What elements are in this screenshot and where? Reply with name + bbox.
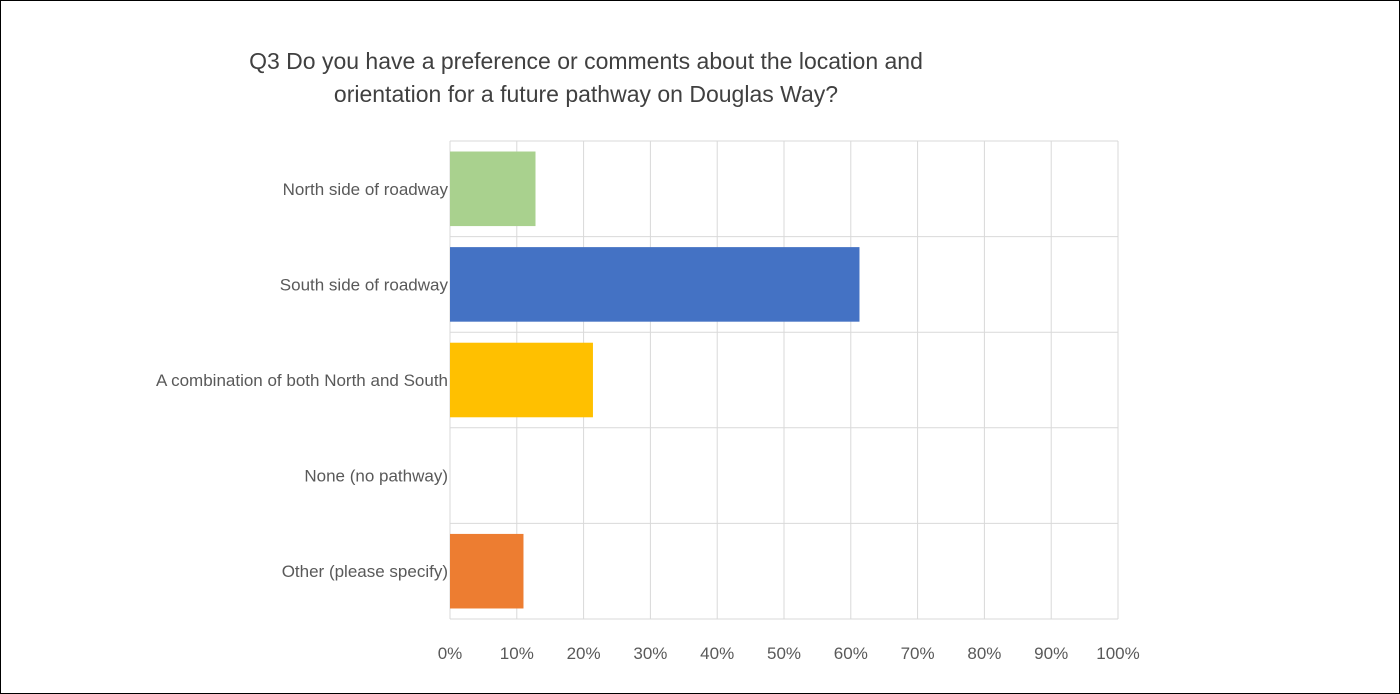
x-tick-label: 60% xyxy=(834,644,868,663)
x-tick-label: 20% xyxy=(567,644,601,663)
bar xyxy=(450,151,536,227)
category-labels: North side of roadway South side of roadw… xyxy=(156,180,449,581)
category-label: South side of roadway xyxy=(280,275,449,294)
bars xyxy=(450,151,860,609)
category-label: None (no pathway) xyxy=(304,467,448,486)
chart-title-line-2: orientation for a future pathway on Doug… xyxy=(333,81,839,107)
x-tick-label: 0% xyxy=(438,644,463,663)
bar xyxy=(450,247,860,322)
category-label: Other (please specify) xyxy=(282,562,448,581)
x-axis-tick-labels: 0% 10% 20% 30% 40% 50% 60% 70% 80% 90% 100% xyxy=(438,644,1140,663)
category-label: A combination of both North and South xyxy=(156,371,448,390)
bar xyxy=(450,533,524,609)
x-tick-label: 70% xyxy=(901,644,935,663)
x-tick-label: 40% xyxy=(700,644,734,663)
x-tick-label: 30% xyxy=(633,644,667,663)
x-tick-label: 90% xyxy=(1034,644,1068,663)
x-tick-label: 10% xyxy=(500,644,534,663)
bar xyxy=(450,342,593,418)
chart-title: Q3 Do you have a preference or comments … xyxy=(151,45,1021,111)
category-label: North side of roadway xyxy=(283,180,449,199)
x-tick-label: 100% xyxy=(1096,644,1139,663)
x-tick-label: 80% xyxy=(967,644,1001,663)
x-tick-label: 50% xyxy=(767,644,801,663)
gridlines xyxy=(449,140,1119,620)
chart-title-line-1: Q3 Do you have a preference or comments … xyxy=(249,48,923,74)
